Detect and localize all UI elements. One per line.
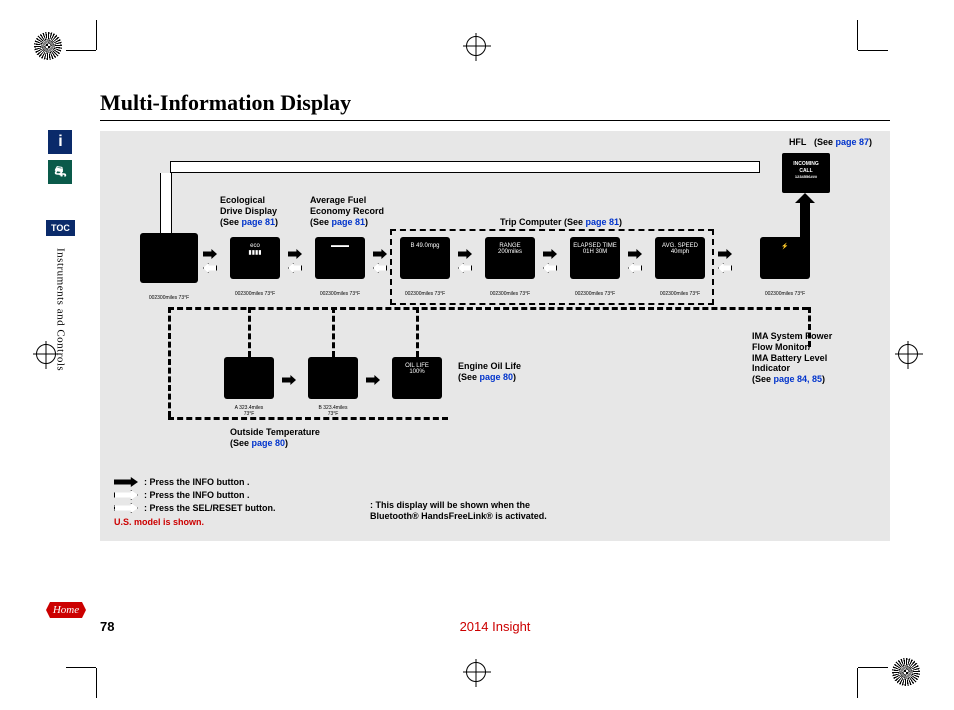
page-link-81c[interactable]: page 81 — [586, 217, 620, 227]
arrow-hollow-icon — [114, 490, 138, 500]
car-icon[interactable]: ⛐ — [48, 160, 72, 184]
reg-mark-radial — [892, 658, 920, 686]
page-link-80a[interactable]: page 80 — [480, 372, 514, 382]
arrow — [373, 249, 387, 259]
hfl-text: HFL — [789, 137, 807, 147]
ima-label: IMA System Power Flow Monitor/ IMA Batte… — [752, 331, 872, 385]
page-link-81b[interactable]: page 81 — [332, 217, 366, 227]
hfl-screen: INCOMING CALL 1234556### — [782, 153, 830, 193]
legend-row: : Press the SEL/RESET button. — [114, 503, 276, 513]
screen-ima: ⚡ 002300miles 73°F — [760, 237, 810, 279]
page-link-80b[interactable]: page 80 — [252, 438, 286, 448]
reg-mark-cross — [466, 36, 486, 56]
page-link-81a[interactable]: page 81 — [242, 217, 276, 227]
screen-trip-b: B 323.4miles 73°F — [308, 357, 358, 399]
screen-oil: OIL LIFE 100% — [392, 357, 442, 399]
nav-arrow-top — [170, 161, 760, 173]
screen-avg-fuel: ▬▬▬ 002300miles 73°F — [315, 237, 365, 279]
arrow — [718, 249, 732, 259]
trip-label: Trip Computer (See page 81) — [500, 217, 622, 228]
section-label: Instruments and Controls — [54, 248, 66, 371]
legend: : Press the INFO button . : Press the IN… — [114, 477, 276, 527]
cropmark — [66, 50, 96, 51]
page-link-84-85[interactable]: page 84, 85 — [774, 374, 823, 384]
legend-row: : Press the INFO button . — [114, 490, 276, 500]
toc-button[interactable]: TOC — [46, 220, 75, 236]
cropmark — [96, 668, 97, 698]
arrow — [366, 375, 380, 385]
avg-label: Average Fuel Economy Record (See page 81… — [310, 195, 384, 227]
cropmark — [857, 20, 858, 50]
arrow — [718, 263, 732, 273]
info-icon[interactable]: i — [48, 130, 72, 154]
arrow — [288, 263, 302, 273]
outside-label: Outside Temperature (See page 80) — [230, 427, 320, 449]
cropmark — [66, 667, 96, 668]
solid-arrowhead-up — [795, 193, 815, 203]
cropmark — [858, 50, 888, 51]
reg-mark-cross — [898, 344, 918, 364]
oil-label: Engine Oil Life (See page 80) — [458, 361, 521, 383]
arrow — [288, 249, 302, 259]
screen-main: 002300miles 73°F — [140, 233, 198, 283]
dashed-line — [332, 307, 335, 357]
screen-trip-a: A 323.4miles 73°F — [224, 357, 274, 399]
home-button[interactable]: Home — [46, 602, 86, 618]
screen-eco: eco▮▮▮▮ 002300miles 73°F — [230, 237, 280, 279]
dashed-line — [168, 417, 448, 420]
solid-arrow-up — [800, 201, 810, 241]
page-link-87[interactable]: page 87 — [835, 137, 869, 147]
hfl-label: HFL (See page 87) — [789, 137, 872, 148]
arrow — [203, 249, 217, 259]
legend-row: : Press the INFO button . — [114, 477, 276, 487]
arrow-solid-icon — [114, 477, 138, 487]
us-model-note: U.S. model is shown. — [114, 517, 276, 527]
diagram-panel: HFL (See page 87) INCOMING CALL 1234556#… — [100, 131, 890, 541]
doc-name: 2014 Insight — [100, 619, 890, 634]
hfl-see: (See — [814, 137, 836, 147]
eco-label: Ecological Drive Display (See page 81) — [220, 195, 278, 227]
dashed-line — [416, 307, 419, 357]
dashed-line — [168, 307, 808, 310]
cropmark — [858, 667, 888, 668]
arrow — [373, 263, 387, 273]
arrow-dashed-icon — [114, 503, 138, 513]
reg-mark-radial — [34, 32, 62, 60]
sidebar: i ⛐ TOC Instruments and Controls — [46, 130, 75, 371]
dashed-line — [248, 307, 251, 357]
page-title: Multi-Information Display — [100, 90, 890, 121]
bluetooth-note: : This display will be shown when the Bl… — [370, 500, 547, 523]
page-content: Multi-Information Display i ⛐ TOC Instru… — [100, 90, 890, 610]
arrow — [282, 375, 296, 385]
dashed-line — [168, 307, 171, 417]
cropmark — [857, 668, 858, 698]
cropmark — [96, 20, 97, 50]
reg-mark-cross — [466, 662, 486, 682]
arrow — [203, 263, 217, 273]
